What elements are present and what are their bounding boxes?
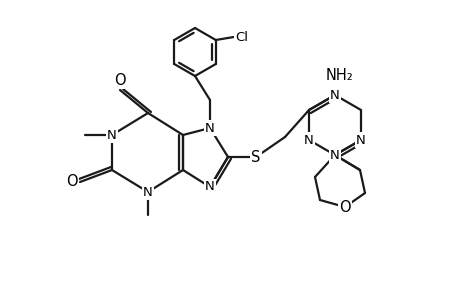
Text: N: N (143, 185, 152, 199)
Text: N: N (303, 134, 313, 146)
Text: NH₂: NH₂ (325, 68, 353, 82)
Text: N: N (355, 134, 365, 146)
Text: N: N (330, 148, 339, 161)
Text: S: S (251, 149, 260, 164)
Text: N: N (205, 181, 214, 194)
Text: O: O (114, 73, 126, 88)
Text: Cl: Cl (235, 31, 248, 44)
Text: N: N (107, 128, 117, 142)
Text: O: O (66, 175, 78, 190)
Text: O: O (338, 200, 350, 214)
Text: N: N (330, 88, 339, 101)
Text: N: N (205, 122, 214, 134)
